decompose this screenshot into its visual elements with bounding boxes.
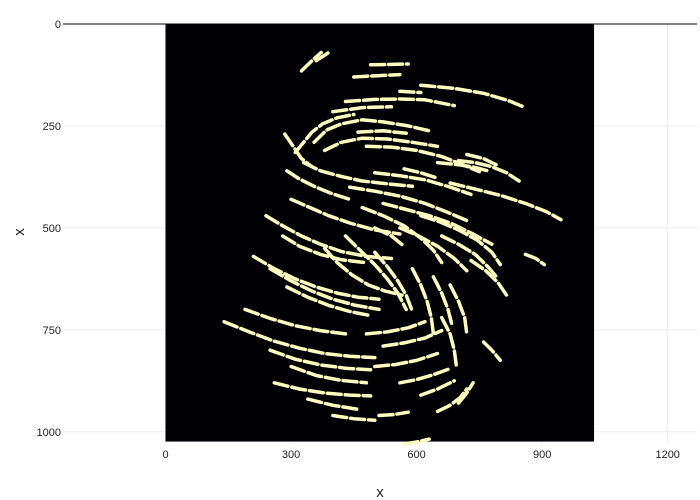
- x-tick-labels: 0 300 600 900 1200: [162, 449, 679, 461]
- stroke-43: [268, 348, 373, 372]
- x-tick-label-3: 900: [533, 449, 551, 461]
- stroke-52: [398, 366, 452, 385]
- stroke-19: [301, 160, 415, 189]
- x-axis-title: x: [376, 484, 384, 500]
- stroke-18: [285, 169, 352, 202]
- stroke-8: [293, 112, 356, 155]
- stroke-50: [381, 328, 444, 348]
- stroke-12: [356, 129, 408, 136]
- stroke-57: [481, 340, 503, 363]
- stroke-53: [419, 379, 457, 397]
- stroke-0: [299, 50, 323, 73]
- x-tick-label-1: 300: [282, 449, 300, 461]
- stroke-5: [343, 97, 457, 108]
- stroke-26: [381, 201, 494, 246]
- stroke-51: [364, 319, 427, 336]
- stroke-28: [419, 213, 503, 267]
- stroke-56: [439, 315, 459, 369]
- stroke-38: [410, 266, 436, 336]
- stroke-55: [456, 381, 475, 405]
- x-tick-label-0: 0: [162, 449, 168, 461]
- stroke-31: [523, 252, 547, 267]
- stroke-4: [419, 83, 528, 110]
- stroke-60: [373, 226, 406, 248]
- x-tick-label-4: 1200: [655, 449, 679, 461]
- stroke-16: [465, 152, 498, 167]
- stroke-21: [347, 185, 469, 223]
- stroke-36: [343, 234, 408, 312]
- stroke-17: [448, 181, 563, 222]
- stroke-42: [243, 307, 348, 336]
- stroke-49: [373, 351, 440, 369]
- stroke-2: [352, 72, 402, 79]
- stroke-44: [289, 364, 369, 385]
- y-tick-label-0: 0: [55, 19, 61, 31]
- stroke-37: [373, 250, 415, 314]
- stroke-20: [373, 171, 473, 197]
- stroke-27: [398, 226, 469, 273]
- stroke-15: [456, 158, 521, 183]
- y-tick-label-3: 750: [43, 325, 61, 337]
- y-tick-label-1: 250: [43, 121, 61, 133]
- stroke-32: [251, 254, 381, 301]
- stroke-24: [280, 234, 367, 265]
- stroke-33: [268, 266, 381, 312]
- stroke-7: [331, 105, 394, 114]
- stroke-40: [448, 283, 469, 336]
- stroke-47: [331, 413, 377, 423]
- stroke-34: [285, 285, 373, 318]
- stroke-39: [431, 275, 454, 328]
- stroke-30: [469, 258, 509, 297]
- y-tick-labels: 0 250 500 750 1000: [37, 19, 61, 439]
- stroke-6: [398, 89, 423, 95]
- stroke-58: [402, 437, 431, 446]
- stroke-11: [322, 136, 440, 153]
- y-axis-title: x: [11, 228, 28, 236]
- stroke-45: [272, 381, 373, 398]
- stroke-1: [314, 50, 331, 63]
- stroke-14: [435, 160, 490, 173]
- x-tick-label-2: 600: [407, 449, 425, 461]
- stroke-35: [322, 246, 404, 297]
- stroke-54: [435, 387, 469, 414]
- stroke-41: [222, 319, 377, 360]
- stroke-48: [377, 410, 410, 418]
- stroke-10: [312, 118, 431, 145]
- stroke-3: [368, 62, 410, 67]
- image-strokes: [222, 50, 563, 446]
- y-tick-label-2: 500: [43, 223, 61, 235]
- stroke-46: [306, 397, 360, 412]
- image-background: [165, 24, 595, 442]
- y-tick-label-4: 1000: [37, 427, 61, 439]
- stroke-59: [402, 167, 440, 180]
- stroke-29: [439, 234, 500, 281]
